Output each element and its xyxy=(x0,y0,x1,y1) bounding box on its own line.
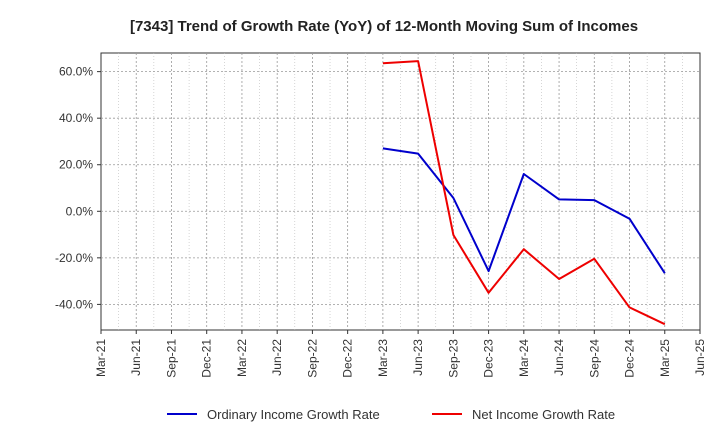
y-tick-label: 20.0% xyxy=(59,158,93,172)
x-tick-label: Dec-24 xyxy=(623,339,637,378)
x-tick-label: Mar-22 xyxy=(235,339,249,377)
x-tick-label: Mar-21 xyxy=(94,339,108,377)
y-tick-label: -40.0% xyxy=(55,297,93,311)
y-axis: 60.0% 40.0% 20.0% 0.0% -20.0% -40.0% xyxy=(55,65,101,311)
x-tick-label: Jun-25 xyxy=(693,339,707,376)
x-tick-label: Mar-24 xyxy=(517,339,531,377)
x-tick-label: Mar-25 xyxy=(658,339,672,377)
x-tick-label: Mar-23 xyxy=(376,339,390,377)
x-axis: Mar-21 Jun-21 Sep-21 Dec-21 Mar-22 Jun-22 Sep-… xyxy=(94,330,707,378)
x-tick-label: Jun-24 xyxy=(552,339,566,376)
x-tick-label: Sep-23 xyxy=(446,339,460,378)
legend: Ordinary Income Growth Rate Net Income Gr… xyxy=(167,407,615,422)
x-tick-label: Jun-23 xyxy=(411,339,425,376)
x-tick-label: Dec-21 xyxy=(200,339,214,378)
x-tick-label: Jun-22 xyxy=(270,339,284,376)
x-tick-label: Sep-22 xyxy=(305,339,319,378)
series-line-2 xyxy=(382,60,666,326)
chart-title: [7343] Trend of Growth Rate (YoY) of 12-… xyxy=(130,18,638,35)
y-tick-label: 0.0% xyxy=(66,204,94,218)
y-tick-label: 40.0% xyxy=(59,111,93,125)
x-tick-label: Dec-22 xyxy=(341,339,355,378)
series-line-1 xyxy=(382,147,666,274)
grid-lines xyxy=(101,53,700,330)
x-tick-label: Jun-21 xyxy=(129,339,143,376)
x-tick-label: Dec-23 xyxy=(482,339,496,378)
legend-label-2: Net Income Growth Rate xyxy=(472,407,615,422)
x-tick-label: Sep-21 xyxy=(164,339,178,378)
y-tick-label: -20.0% xyxy=(55,251,93,265)
series-group xyxy=(382,60,666,326)
legend-label-1: Ordinary Income Growth Rate xyxy=(207,407,380,422)
x-tick-label: Sep-24 xyxy=(587,339,601,378)
y-tick-label: 60.0% xyxy=(59,65,93,79)
